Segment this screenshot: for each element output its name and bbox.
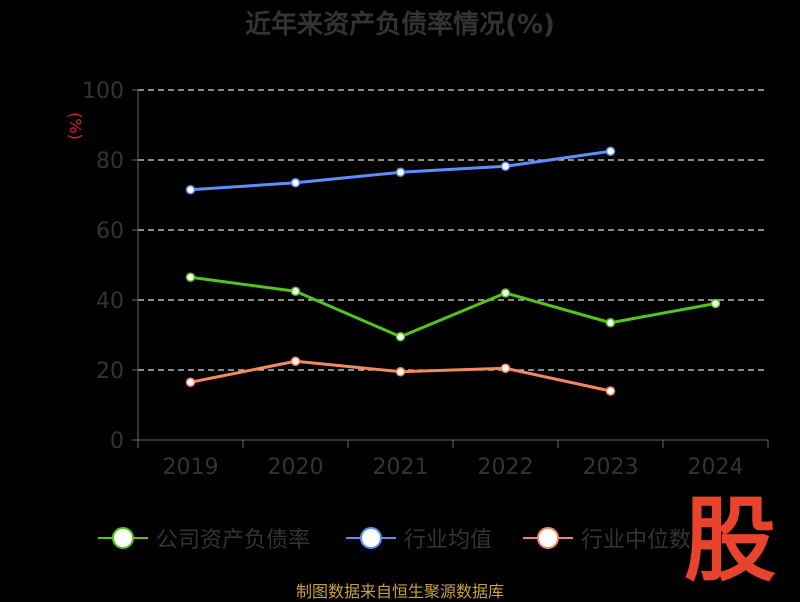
y-axis-label: (%) bbox=[66, 112, 85, 140]
legend-label-company: 公司资产负债率 bbox=[156, 528, 311, 553]
series-line-0 bbox=[190, 275, 716, 339]
watermark-logo: 股 bbox=[684, 487, 777, 594]
data-point bbox=[605, 146, 616, 156]
y-tick-label: 80 bbox=[96, 149, 124, 174]
x-tick-label: 2024 bbox=[688, 455, 744, 480]
legend-item-industry-median[interactable]: 行业中位数 bbox=[523, 518, 691, 558]
y-tick-label: 0 bbox=[110, 429, 124, 454]
chart-title: 近年来资产负债率情况(%) bbox=[245, 10, 555, 40]
x-tick-label: 2023 bbox=[583, 455, 639, 480]
data-point bbox=[290, 178, 301, 188]
legend-marker-industry-avg bbox=[346, 527, 396, 549]
x-tick-label: 2022 bbox=[478, 455, 534, 480]
data-point bbox=[290, 286, 301, 296]
x-tick-label: 2020 bbox=[268, 455, 324, 480]
legend-marker-industry-median bbox=[523, 527, 573, 549]
data-point bbox=[605, 386, 616, 396]
data-point bbox=[500, 161, 511, 172]
data-point bbox=[500, 288, 511, 298]
data-point bbox=[605, 318, 616, 328]
legend-item-company[interactable]: 公司资产负债率 bbox=[98, 518, 310, 558]
legend-item-industry-avg[interactable]: 行业均值 bbox=[346, 518, 492, 558]
data-point bbox=[185, 272, 196, 282]
data-point bbox=[710, 298, 721, 309]
y-tick-label: 40 bbox=[96, 289, 124, 314]
legend-label-industry-avg: 行业均值 bbox=[404, 528, 493, 553]
y-tick-label: 20 bbox=[96, 359, 124, 384]
data-point bbox=[395, 332, 406, 342]
data-point bbox=[395, 167, 406, 177]
data-point bbox=[500, 363, 511, 373]
data-point bbox=[185, 185, 196, 195]
data-point bbox=[290, 356, 301, 366]
x-tick-label: 2019 bbox=[163, 455, 219, 480]
legend-label-industry-median: 行业中位数 bbox=[581, 528, 692, 553]
data-point bbox=[395, 367, 406, 377]
legend-marker-company bbox=[98, 527, 148, 549]
legend: 公司资产负债率 行业均值 行业中位数 bbox=[0, 518, 800, 558]
x-tick-label: 2021 bbox=[373, 455, 429, 480]
y-tick-label: 60 bbox=[96, 219, 124, 244]
y-tick-label: 100 bbox=[82, 79, 124, 104]
data-point bbox=[185, 377, 196, 387]
source-footer: 制图数据来自恒生聚源数据库 bbox=[295, 582, 504, 601]
